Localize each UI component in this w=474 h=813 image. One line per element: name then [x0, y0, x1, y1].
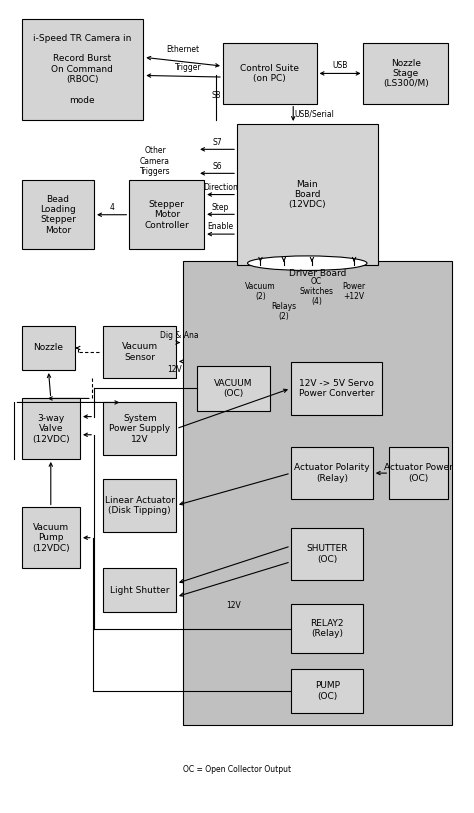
Text: 12V: 12V — [167, 365, 182, 374]
Text: Vacuum
Sensor: Vacuum Sensor — [122, 342, 158, 362]
Text: USB/Serial: USB/Serial — [294, 109, 334, 119]
Bar — [291, 362, 382, 415]
Bar — [21, 19, 143, 120]
Bar — [103, 568, 176, 612]
Bar — [103, 326, 176, 378]
Bar — [291, 528, 364, 580]
Text: 12V: 12V — [226, 602, 241, 611]
Text: Actuator Power
(OC): Actuator Power (OC) — [384, 463, 453, 483]
Text: 12V -> 5V Servo
Power Converter: 12V -> 5V Servo Power Converter — [299, 379, 374, 398]
Bar — [364, 43, 448, 104]
Text: Main
Board
(12VDC): Main Board (12VDC) — [289, 180, 326, 210]
Text: OC = Open Collector Output: OC = Open Collector Output — [183, 765, 291, 774]
Text: Control Suite
(on PC): Control Suite (on PC) — [240, 63, 299, 83]
Text: Step: Step — [212, 202, 229, 211]
Text: System
Power Supply
12V: System Power Supply 12V — [109, 414, 170, 444]
Text: i-Speed TR Camera in

Record Burst
On Command
(RBOC)

mode: i-Speed TR Camera in Record Burst On Com… — [33, 33, 132, 105]
Text: Ethernet: Ethernet — [166, 45, 200, 54]
Text: SHUTTER
(OC): SHUTTER (OC) — [306, 544, 348, 563]
Text: USB: USB — [332, 61, 348, 70]
Bar — [183, 261, 453, 725]
Bar — [103, 479, 176, 532]
Bar — [223, 43, 317, 104]
Text: OC
Switches
(4): OC Switches (4) — [300, 276, 334, 307]
Bar — [291, 604, 364, 653]
Bar — [21, 180, 94, 249]
Text: Dig & Ana: Dig & Ana — [160, 331, 199, 340]
Bar — [21, 326, 75, 370]
Ellipse shape — [247, 256, 367, 271]
Text: Relays
(2): Relays (2) — [271, 302, 296, 321]
Text: Other
Camera
Triggers: Other Camera Triggers — [140, 146, 170, 176]
Text: Enable: Enable — [208, 222, 234, 232]
Bar — [291, 669, 364, 713]
Text: 3-way
Valve
(12VDC): 3-way Valve (12VDC) — [32, 414, 70, 444]
Text: PUMP
(OC): PUMP (OC) — [315, 681, 340, 701]
Text: Actuator Polarity
(Relay): Actuator Polarity (Relay) — [294, 463, 370, 483]
Bar — [237, 124, 377, 265]
Text: S8: S8 — [211, 91, 221, 100]
Text: Stepper
Motor
Controller: Stepper Motor Controller — [145, 200, 189, 229]
Bar — [103, 402, 176, 455]
Text: Vacuum
Pump
(12VDC): Vacuum Pump (12VDC) — [32, 523, 70, 553]
Text: RELAY2
(Relay): RELAY2 (Relay) — [310, 619, 344, 638]
Text: Bead
Loading
Stepper
Motor: Bead Loading Stepper Motor — [40, 194, 76, 235]
Bar — [21, 507, 80, 568]
Bar — [389, 447, 448, 499]
Text: Light Shutter: Light Shutter — [110, 585, 170, 594]
Text: Linear Actuator
(Disk Tipping): Linear Actuator (Disk Tipping) — [105, 496, 175, 515]
Bar — [291, 447, 373, 499]
Text: Nozzle
Stage
(LS300/M): Nozzle Stage (LS300/M) — [383, 59, 428, 89]
Text: S6: S6 — [212, 162, 222, 171]
Bar — [21, 398, 80, 459]
Text: Power
+12V: Power +12V — [343, 282, 365, 301]
Text: Vacuum
(2): Vacuum (2) — [245, 282, 276, 301]
Text: Trigger: Trigger — [174, 63, 201, 72]
Text: Direction: Direction — [203, 183, 238, 192]
Text: Nozzle: Nozzle — [34, 343, 64, 353]
Text: Driver Board: Driver Board — [289, 269, 346, 278]
Text: VACUUM
(OC): VACUUM (OC) — [214, 379, 253, 398]
Text: S7: S7 — [212, 137, 222, 146]
Text: 4: 4 — [109, 203, 114, 212]
Bar — [129, 180, 204, 249]
Bar — [197, 366, 270, 411]
